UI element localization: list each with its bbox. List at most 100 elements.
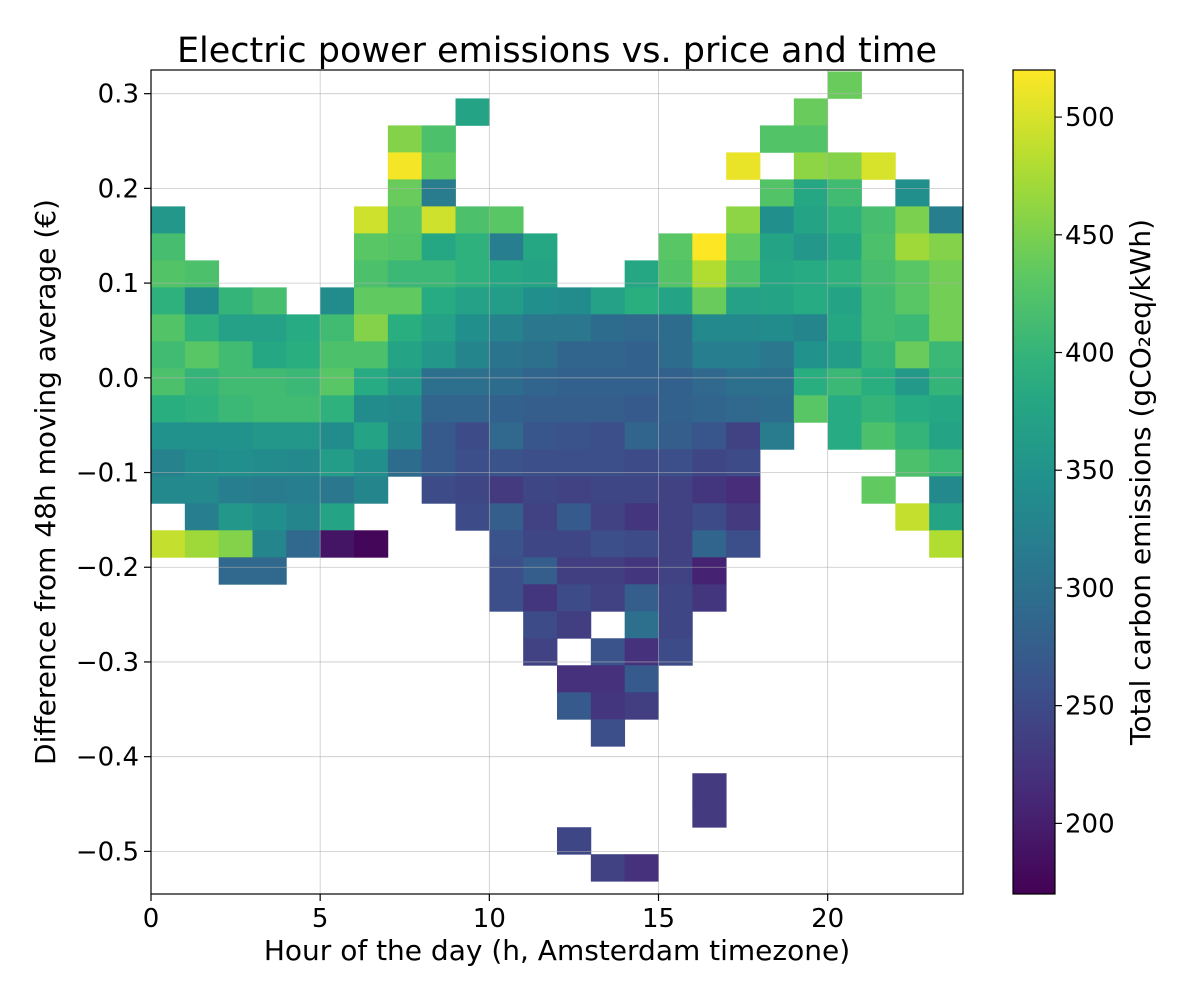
heatmap-cell bbox=[354, 422, 389, 450]
heatmap-cell bbox=[658, 341, 693, 369]
heatmap-cell bbox=[523, 287, 558, 315]
heatmap-cell bbox=[184, 341, 220, 369]
heatmap-cell bbox=[658, 314, 693, 342]
heatmap-cell bbox=[151, 341, 186, 369]
heatmap-cell bbox=[421, 314, 456, 342]
colorbar-label: Total carbon emissions (gCO₂eq/kWh) bbox=[1124, 219, 1157, 746]
heatmap-cell bbox=[387, 395, 423, 423]
heatmap-cell bbox=[489, 395, 524, 423]
heatmap-cell bbox=[455, 476, 490, 504]
heatmap-cell bbox=[624, 638, 659, 666]
heatmap-cell bbox=[793, 368, 829, 396]
heatmap-cell bbox=[827, 233, 862, 261]
heatmap-cell bbox=[523, 584, 558, 612]
heatmap-cell bbox=[760, 395, 795, 423]
heatmap-cell bbox=[895, 233, 930, 261]
heatmap-cell bbox=[455, 314, 490, 342]
heatmap-cell bbox=[557, 287, 592, 315]
heatmap-cell bbox=[726, 260, 761, 288]
heatmap-cell bbox=[523, 530, 558, 558]
heatmap-cell bbox=[489, 584, 524, 612]
heatmap-cell bbox=[692, 503, 727, 531]
heatmap-cell bbox=[218, 503, 253, 531]
y-axis-ticks: 0.3 0.2 0.1 0.0 −0.1 −0.2 −0.3 −0.4 −0.5 bbox=[76, 80, 151, 867]
heatmap-cell bbox=[421, 287, 456, 315]
heatmap-cell bbox=[523, 341, 558, 369]
heatmap-cell bbox=[658, 287, 693, 315]
heatmap-cell bbox=[354, 476, 389, 504]
y-axis-label: Difference from 48h moving average (€) bbox=[29, 199, 62, 765]
heatmap-cell bbox=[895, 368, 930, 396]
heatmap-cell bbox=[861, 395, 896, 423]
heatmap-cell bbox=[827, 422, 862, 450]
heatmap-cell bbox=[658, 557, 693, 585]
heatmap-cell bbox=[218, 314, 253, 342]
heatmap-cell bbox=[184, 368, 220, 396]
heatmap-cell bbox=[590, 341, 626, 369]
heatmap-cell bbox=[218, 368, 253, 396]
heatmap-cell bbox=[692, 260, 727, 288]
heatmap-cell bbox=[827, 287, 862, 315]
heatmap-cell bbox=[218, 395, 253, 423]
heatmap-cell bbox=[184, 260, 220, 288]
heatmap-cell bbox=[421, 125, 456, 153]
heatmap-cell bbox=[827, 206, 862, 234]
heatmap-cell bbox=[760, 314, 795, 342]
heatmap-cell bbox=[726, 341, 761, 369]
heatmap-cell bbox=[590, 692, 626, 720]
heatmap-cell bbox=[387, 206, 423, 234]
heatmap-cell bbox=[793, 233, 829, 261]
heatmap-cell bbox=[421, 233, 456, 261]
heatmap-cell bbox=[793, 206, 829, 234]
heatmap-cell bbox=[421, 179, 456, 207]
heatmap-cell bbox=[252, 422, 287, 450]
x-axis-label: Hour of the day (h, Amsterdam timezone) bbox=[264, 934, 850, 967]
colorbar-tick-label: 300 bbox=[1065, 574, 1115, 604]
heatmap-cell bbox=[354, 206, 389, 234]
heatmap-cell bbox=[692, 476, 727, 504]
x-tick-label: 20 bbox=[811, 904, 844, 934]
heatmap-cell bbox=[523, 233, 558, 261]
heatmap-cell bbox=[557, 584, 592, 612]
heatmap-cell bbox=[590, 368, 626, 396]
heatmap-cell bbox=[387, 341, 423, 369]
heatmap-cell bbox=[151, 530, 186, 558]
heatmap-cell bbox=[624, 287, 659, 315]
heatmap-cell bbox=[929, 314, 963, 342]
heatmap-cell bbox=[557, 422, 592, 450]
heatmap-cell bbox=[557, 395, 592, 423]
heatmap-cell bbox=[151, 233, 186, 261]
colorbar-tick-label: 400 bbox=[1065, 339, 1115, 369]
heatmap-cell bbox=[726, 206, 761, 234]
heatmap-cell bbox=[590, 530, 626, 558]
heatmap-cell bbox=[726, 233, 761, 261]
heatmap-cell bbox=[624, 260, 659, 288]
heatmap-cell bbox=[523, 638, 558, 666]
heatmap-cell bbox=[658, 233, 693, 261]
heatmap-cell bbox=[354, 395, 389, 423]
heatmap-cell bbox=[590, 557, 626, 585]
heatmap-cell bbox=[793, 125, 829, 153]
heatmap-cell bbox=[421, 422, 456, 450]
heatmap-cell bbox=[895, 206, 930, 234]
heatmap-cell bbox=[421, 206, 456, 234]
heatmap-cell bbox=[151, 368, 186, 396]
heatmap-cell bbox=[354, 233, 389, 261]
heatmap-cell bbox=[929, 287, 963, 315]
heatmap-cell bbox=[861, 287, 896, 315]
heatmap-cell bbox=[320, 422, 355, 450]
heatmap-cell bbox=[590, 476, 626, 504]
heatmap-cell bbox=[320, 341, 355, 369]
heatmap-cell bbox=[827, 71, 862, 99]
heatmap-cell bbox=[252, 341, 287, 369]
heatmap-cell bbox=[624, 530, 659, 558]
heatmap-cells bbox=[151, 71, 963, 882]
x-tick-label: 5 bbox=[312, 904, 329, 934]
heatmap-cell bbox=[387, 368, 423, 396]
heatmap-cell bbox=[354, 530, 389, 558]
heatmap-cell bbox=[726, 476, 761, 504]
heatmap-cell bbox=[658, 584, 693, 612]
colorbar-tick-label: 450 bbox=[1065, 221, 1115, 251]
heatmap-cell bbox=[658, 611, 693, 639]
heatmap-cell bbox=[421, 260, 456, 288]
